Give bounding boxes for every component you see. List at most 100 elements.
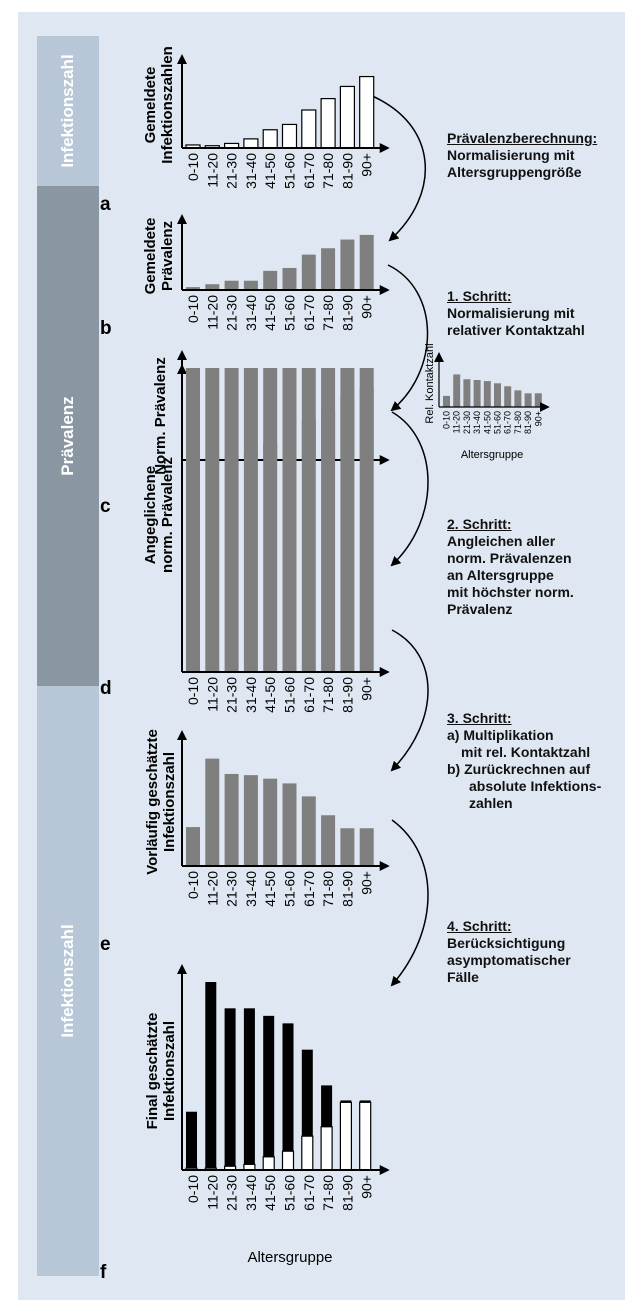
tick-label-inset-71-80: 71-80 (513, 411, 523, 434)
y-axis-label-inset: Rel. Kontaktzahl (424, 343, 436, 423)
tick-label-a-31-40: 31-40 (243, 153, 259, 189)
tick-label-f-51-60: 51-60 (282, 1175, 298, 1211)
y-axis-label-d: Angeglichenenorm. Prävalenz (142, 457, 176, 573)
annotation-line: norm. Prävalenzen (447, 550, 572, 566)
annotation-line: Normalisierung mit (447, 305, 575, 321)
chart-a: 0-10 11-20 21-30 31-40 41-50 51-60 61-70 71-80 8… (100, 46, 390, 215)
chart-d: 0-10 11-20 21-30 31-40 41-50 51-60 61-70 71-80 8… (100, 350, 390, 713)
chart-f: 0-10 11-20 21-30 31-40 41-50 51-60 61-70 71-80 8… (100, 964, 390, 1283)
tick-label-f-61-70: 61-70 (301, 1175, 317, 1211)
bar-e-11-20 (205, 758, 220, 866)
y-axis-label-line: Infektionszahl (161, 1021, 178, 1121)
y-axis-label-line: Angeglichene (142, 466, 159, 564)
tick-label-inset-61-70: 61-70 (503, 411, 513, 434)
bar-b-51-60 (282, 267, 297, 290)
bar-b-31-40 (243, 280, 258, 290)
annotation-line: relativer Kontaktzahl (447, 322, 585, 338)
tick-label-a-90+: 90+ (359, 153, 375, 177)
tick-label-f-41-50: 41-50 (262, 1175, 278, 1211)
tick-label-b-21-30: 21-30 (224, 295, 240, 331)
bar-b-41-50 (263, 270, 278, 290)
bar-e-71-80 (321, 815, 336, 866)
bar-f-s0-31-40 (243, 1008, 255, 1170)
y-axis-label-a: GemeldeteInfektionszahlen (142, 46, 176, 164)
annotation-line: zahlen (469, 795, 513, 811)
annotation-line: b) Zurückrechnen auf (447, 761, 591, 777)
flow-arrow-b-c (387, 264, 429, 412)
annotation-line: Angleichen aller (447, 533, 556, 549)
bar-e-61-70 (301, 796, 316, 866)
tick-label-d-0-10: 0-10 (185, 677, 201, 705)
tick-label-b-11-20: 11-20 (204, 295, 220, 330)
flow-arrow-d-e (390, 629, 429, 772)
annotation-line: mit höchster norm. (447, 584, 574, 600)
bar-b-0-10 (186, 287, 200, 290)
tick-label-e-21-30: 21-30 (224, 871, 240, 907)
bar-b-81-90 (340, 239, 355, 290)
panel-letter-d: d (100, 678, 112, 699)
chart-b: 0-10 11-20 21-30 31-40 41-50 51-60 61-70 71-80 8… (100, 214, 390, 339)
bar-d-61-70 (301, 368, 316, 672)
annotation-title: 1. Schritt: (447, 288, 512, 304)
bar-f-s0-21-30 (224, 1008, 236, 1170)
annotation-line: Berücksichtigung (447, 935, 566, 951)
tick-label-b-61-70: 61-70 (301, 295, 317, 331)
annotation-step2: 2. Schritt: Angleichen aller norm. Präva… (447, 516, 574, 618)
bar-f-s1-81-90 (339, 1101, 352, 1171)
bar-d-41-50 (263, 368, 278, 672)
tick-label-inset-21-30: 21-30 (462, 411, 472, 434)
bar-b-61-70 (301, 254, 316, 290)
bar-a-81-90 (339, 85, 355, 149)
bar-inset-51-60 (494, 383, 501, 407)
bar-inset-11-20 (453, 374, 461, 407)
tick-label-inset-31-40: 31-40 (472, 411, 482, 434)
annotation-title: 3. Schritt: (447, 710, 512, 726)
y-axis-label-e: Vorläufig geschätzteInfektionszahl (144, 729, 178, 875)
y-axis-label-line: Infektionszahlen (159, 46, 176, 164)
bar-inset-61-70 (504, 386, 512, 407)
tick-label-d-51-60: 51-60 (282, 677, 298, 713)
annotation-line: absolute Infektions- (469, 778, 602, 794)
y-axis-label-line: Infektionszahl (161, 752, 178, 852)
bar-f-s1-41-50 (262, 1156, 275, 1171)
tick-label-e-61-70: 61-70 (301, 871, 317, 907)
tick-label-e-11-20: 11-20 (204, 871, 220, 906)
y-axis-label-b: GemeldetePrävalenz (142, 218, 176, 295)
annotation-prevalence: Prävalenzberechnung: Normalisierung mit … (447, 130, 597, 181)
bar-d-81-90 (340, 368, 355, 672)
annotation-step1: 1. Schritt: Normalisierung mit relativer… (447, 288, 585, 339)
annotation-title: Prävalenzberechnung: (447, 130, 598, 146)
annotation-line: a) Multiplikation (447, 727, 554, 743)
tick-label-a-81-90: 81-90 (339, 153, 355, 189)
bar-e-90+ (359, 828, 374, 866)
bar-a-51-60 (281, 123, 298, 149)
bar-d-90+ (359, 368, 374, 672)
bar-e-31-40 (243, 775, 258, 866)
annotation-line: Prävalenz (447, 601, 513, 617)
annotation-line: Altersgruppengröße (447, 164, 582, 180)
annotation-line: Normalisierung mit (447, 147, 575, 163)
panel-letter-b: b (100, 318, 112, 339)
x-axis-label-inset: Altersgruppe (461, 449, 523, 461)
bar-inset-0-10 (443, 395, 450, 407)
sidebar-section-infektionszahl-bottom: Infektionszahl (37, 686, 99, 1276)
bar-a-61-70 (301, 109, 317, 149)
tick-label-inset-51-60: 51-60 (493, 411, 503, 434)
sidebar-section-praevalenz: Prävalenz (37, 186, 99, 686)
annotation-line: mit rel. Kontaktzahl (461, 744, 591, 760)
bar-inset-81-90 (524, 393, 532, 407)
bar-inset-41-50 (483, 381, 491, 407)
y-axis-label-f: Final geschätzteInfektionszahl (144, 1013, 178, 1130)
annotation-title: 4. Schritt: (447, 918, 512, 934)
bar-d-21-30 (224, 368, 239, 672)
annotation-title: 2. Schritt: (447, 516, 512, 532)
sidebar-section-infektionszahl-top: Infektionszahl (37, 36, 99, 186)
tick-label-b-0-10: 0-10 (185, 295, 201, 323)
bar-inset-31-40 (473, 379, 481, 407)
annotation-step3: 3. Schritt: a) Multiplikation mit rel. K… (447, 710, 601, 812)
bar-b-71-80 (321, 248, 336, 290)
y-axis-label-line: Final geschätzte (144, 1013, 161, 1130)
tick-label-e-0-10: 0-10 (185, 871, 201, 899)
bar-f-s1-61-70 (301, 1135, 314, 1171)
